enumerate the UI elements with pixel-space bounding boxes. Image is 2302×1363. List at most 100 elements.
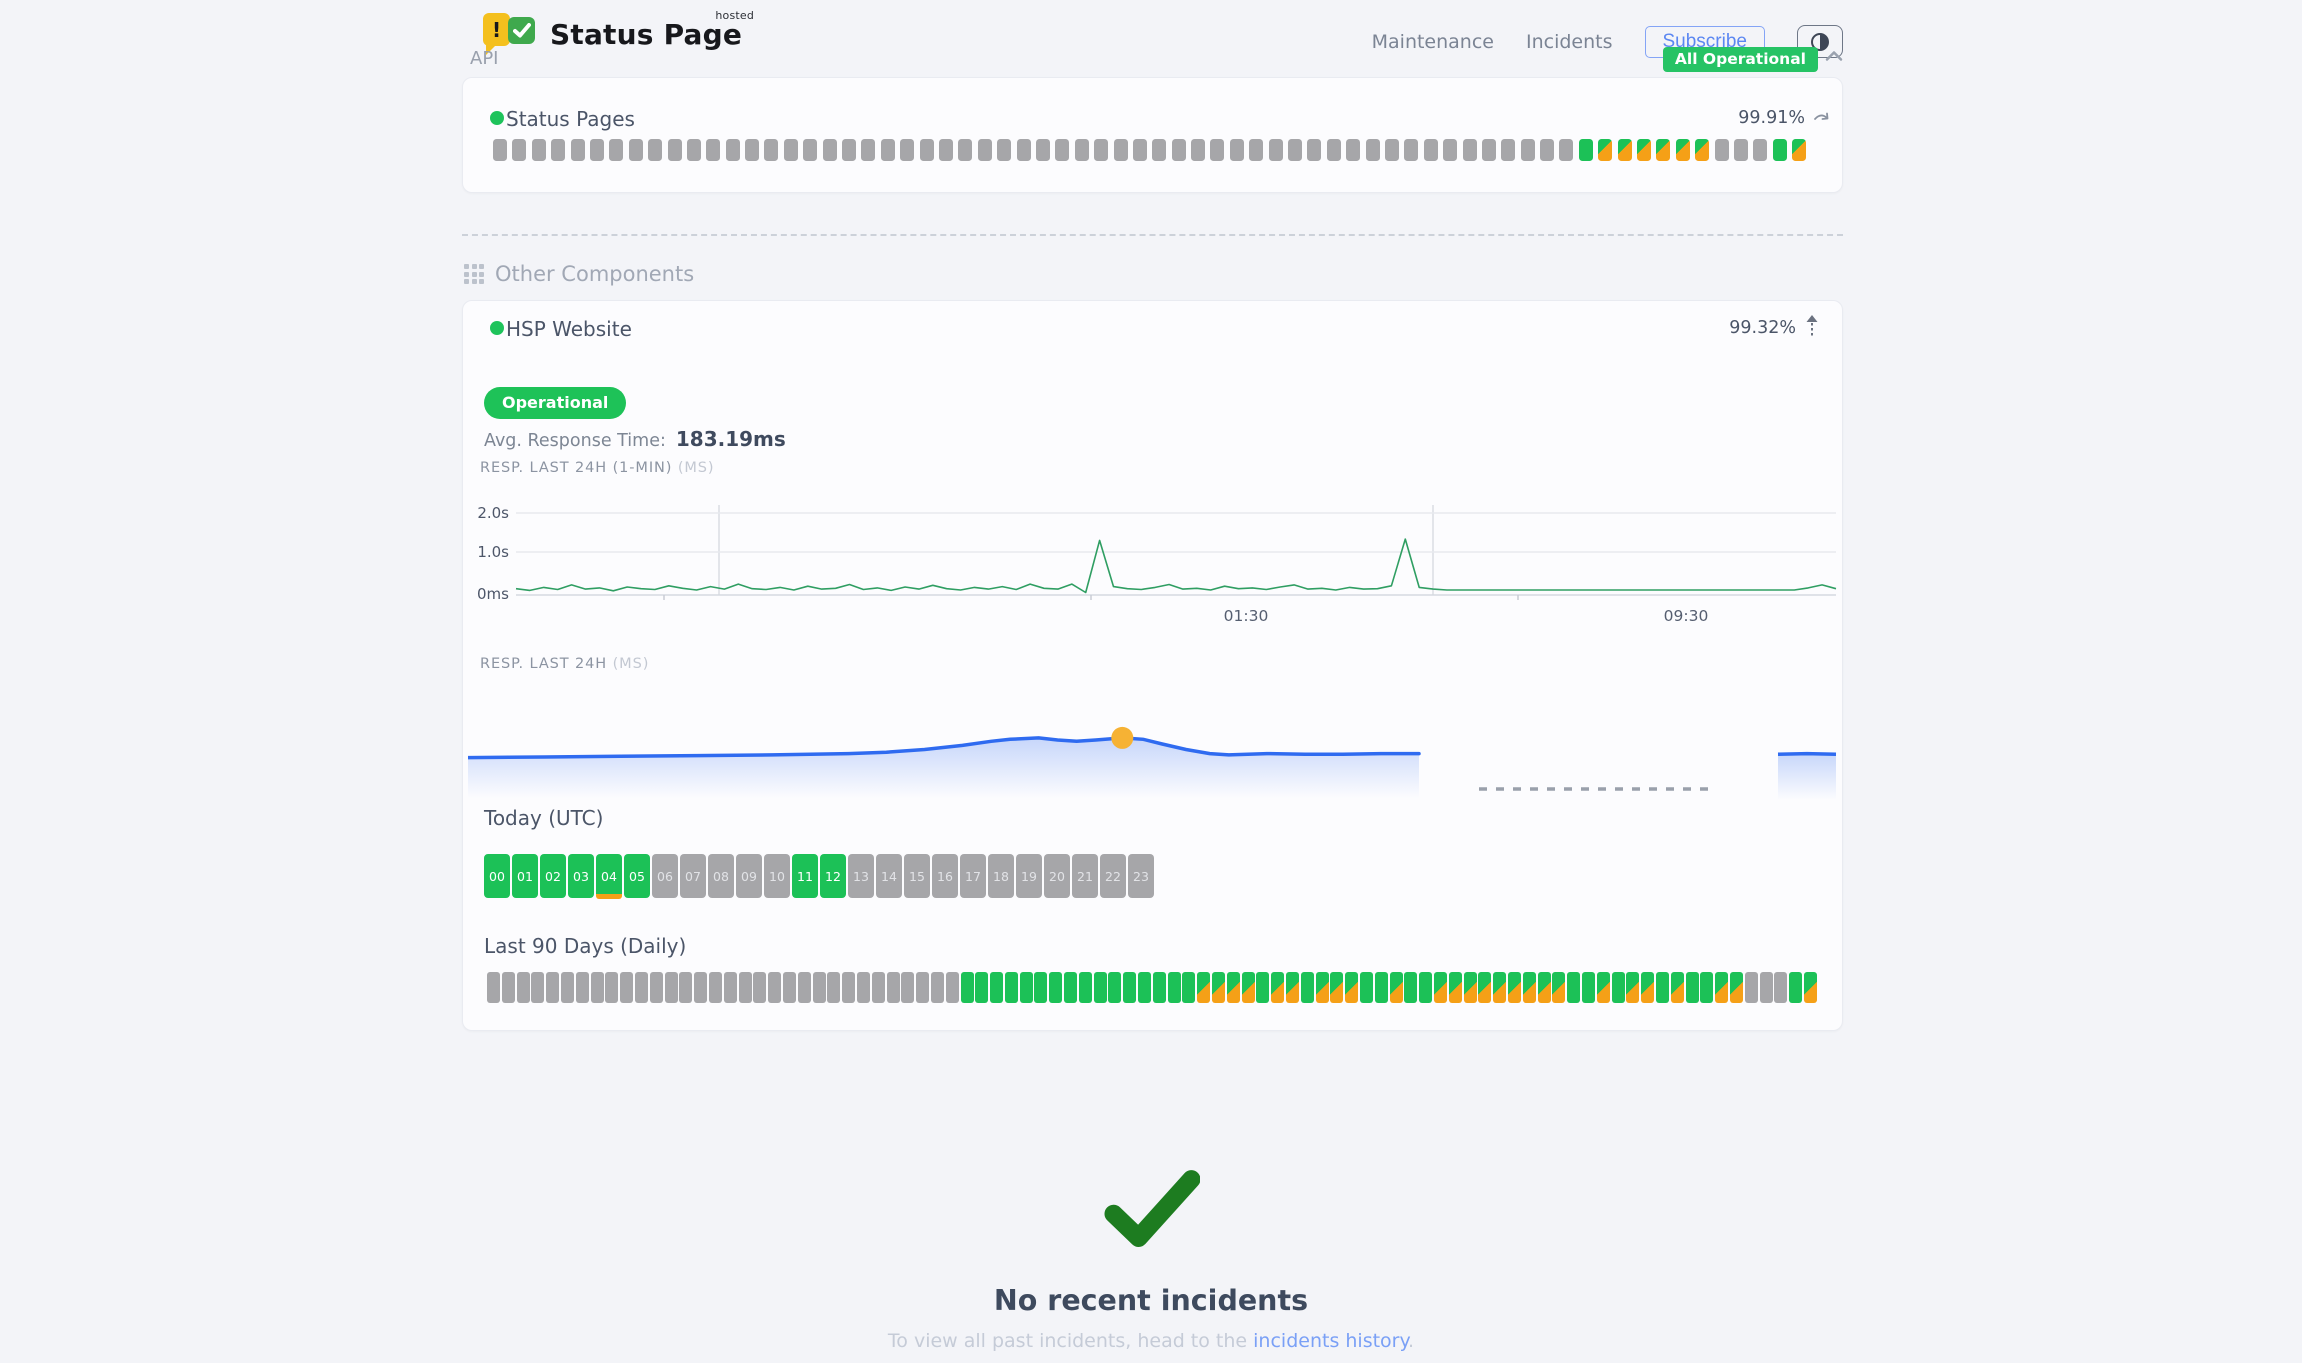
uptime-bar-no-data[interactable] [723,972,737,1003]
uptime-bar-no-data[interactable] [738,972,752,1003]
uptime-bar-no-data[interactable] [886,972,900,1003]
uptime-bar-degraded[interactable] [1656,139,1671,161]
uptime-bar-no-data[interactable] [649,972,663,1003]
uptime-bar-no-data[interactable] [667,139,682,161]
uptime-bar-no-data[interactable] [1346,139,1361,161]
uptime-bar-no-data[interactable] [1016,139,1031,161]
nav-incidents[interactable]: Incidents [1525,30,1613,53]
uptime-bar-degraded[interactable] [1522,972,1536,1003]
hour-cell-22[interactable]: 22 [1100,854,1126,898]
uptime-bar-no-data[interactable] [487,972,500,1003]
uptime-bar-no-data[interactable] [1462,139,1477,161]
uptime-bar-degraded[interactable] [1197,972,1211,1003]
uptime-bar-no-data[interactable] [1365,139,1380,161]
uptime-bar-operational[interactable] [1138,972,1152,1003]
highlight-dot[interactable] [1111,726,1134,749]
uptime-bar-no-data[interactable] [706,139,721,161]
uptime-bar-no-data[interactable] [1734,139,1748,161]
uptime-bar-no-data[interactable] [1094,139,1109,161]
uptime-bar-degraded[interactable] [1507,972,1521,1003]
uptime-bar-no-data[interactable] [546,972,560,1003]
uptime-bar-degraded[interactable] [1598,139,1613,161]
uptime-bar-no-data[interactable] [531,139,546,161]
uptime-bar-operational[interactable] [1581,972,1595,1003]
uptime-bar-degraded[interactable] [1463,972,1477,1003]
uptime-bar-no-data[interactable] [725,139,740,161]
uptime-bar-no-data[interactable] [900,139,915,161]
uptime-bar-degraded[interactable] [1537,972,1551,1003]
hour-cell-05[interactable]: 05 [624,854,650,898]
uptime-bar-operational[interactable] [1611,972,1625,1003]
uptime-bar-no-data[interactable] [880,139,895,161]
uptime-bar-no-data[interactable] [516,972,530,1003]
uptime-bar-no-data[interactable] [797,972,811,1003]
hour-cell-18[interactable]: 18 [988,854,1014,898]
hour-cell-15[interactable]: 15 [904,854,930,898]
uptime-bar-no-data[interactable] [1714,139,1729,161]
uptime-bar-degraded[interactable] [1271,972,1285,1003]
uptime-bar-no-data[interactable] [753,972,767,1003]
uptime-bar-no-data[interactable] [1501,139,1516,161]
uptime-bar-no-data[interactable] [512,139,527,161]
uptime-bar-no-data[interactable] [679,972,693,1003]
hour-cell-23[interactable]: 23 [1128,854,1154,898]
uptime-bar-no-data[interactable] [531,972,545,1003]
uptime-bar-no-data[interactable] [812,972,826,1003]
uptime-bar-no-data[interactable] [664,972,678,1003]
uptime-bar-operational[interactable] [1108,972,1122,1003]
hour-cell-06[interactable]: 06 [652,854,678,898]
uptime-bar-degraded[interactable] [1792,139,1807,161]
uptime-bar-no-data[interactable] [501,972,515,1003]
uptime-bar-no-data[interactable] [1759,972,1773,1003]
uptime-bar-no-data[interactable] [958,139,973,161]
uptime-bar-no-data[interactable] [1307,139,1322,161]
uptime-bar-no-data[interactable] [783,139,798,161]
hour-cell-19[interactable]: 19 [1016,854,1042,898]
uptime-bar-no-data[interactable] [1191,139,1206,161]
uptime-bar-no-data[interactable] [871,972,885,1003]
hour-cell-09[interactable]: 09 [736,854,762,898]
uptime-bar-no-data[interactable] [745,139,760,161]
uptime-bar-operational[interactable] [1152,972,1166,1003]
uptime-bar-operational[interactable] [975,972,989,1003]
uptime-bar-no-data[interactable] [1753,139,1768,161]
uptime-bar-no-data[interactable] [1132,139,1147,161]
hour-cell-00[interactable]: 00 [484,854,510,898]
uptime-bar-no-data[interactable] [694,972,708,1003]
uptime-bar-no-data[interactable] [768,972,782,1003]
uptime-bar-operational[interactable] [1093,972,1107,1003]
uptime-bar-no-data[interactable] [1249,139,1264,161]
hour-cell-16[interactable]: 16 [932,854,958,898]
hour-cell-04[interactable]: 04 [596,854,622,899]
uptime-bar-no-data[interactable] [856,972,870,1003]
uptime-bar-no-data[interactable] [842,139,857,161]
uptime-bar-degraded[interactable] [1478,972,1492,1003]
hour-cell-14[interactable]: 14 [876,854,902,898]
uptime-bar-no-data[interactable] [620,972,634,1003]
uptime-bar-no-data[interactable] [1384,139,1399,161]
uptime-bar-no-data[interactable] [997,139,1012,161]
uptime-bar-no-data[interactable] [1540,139,1555,161]
uptime-bar-no-data[interactable] [1074,139,1089,161]
uptime-bar-no-data[interactable] [1744,972,1758,1003]
uptime-bar-degraded[interactable] [1389,972,1403,1003]
uptime-bar-degraded[interactable] [1448,972,1462,1003]
hour-cell-17[interactable]: 17 [960,854,986,898]
uptime-bar-operational[interactable] [1064,972,1078,1003]
uptime-bar-operational[interactable] [1685,972,1699,1003]
uptime-bar-operational[interactable] [1019,972,1033,1003]
uptime-bar-no-data[interactable] [827,972,841,1003]
uptime-bar-no-data[interactable] [764,139,779,161]
uptime-bar-no-data[interactable] [628,139,643,161]
response-time-area-chart[interactable] [468,701,1844,816]
uptime-bar-no-data[interactable] [708,972,722,1003]
theme-toggle-button[interactable] [1797,25,1843,58]
uptime-bar-operational[interactable] [1300,972,1314,1003]
uptime-bar-no-data[interactable] [842,972,856,1003]
uptime-bar-degraded[interactable] [1434,972,1447,1003]
uptime-bar-no-data[interactable] [560,972,574,1003]
uptime-bar-no-data[interactable] [590,972,604,1003]
chevron-up-icon[interactable] [1825,50,1843,62]
uptime-bar-no-data[interactable] [1520,139,1535,161]
hour-cell-01[interactable]: 01 [512,854,538,898]
